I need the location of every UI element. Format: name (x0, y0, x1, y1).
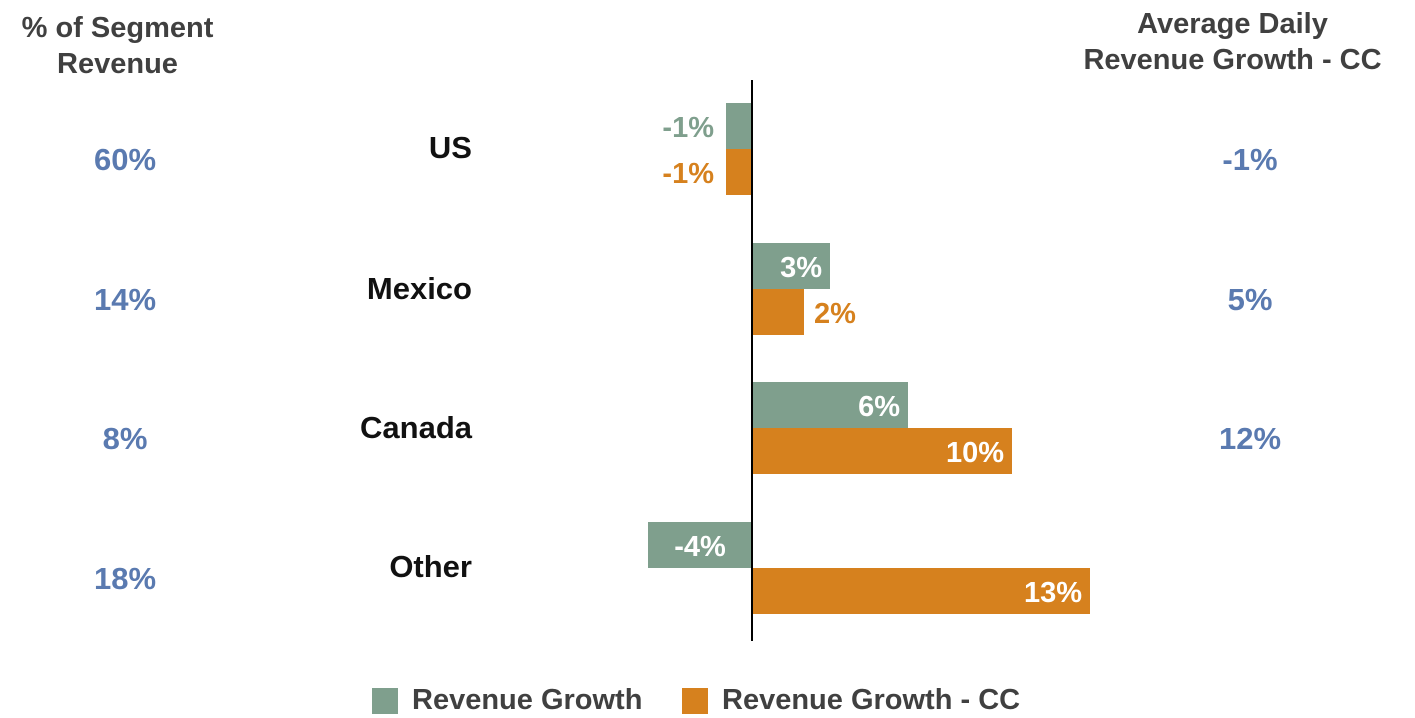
region-label-us: US (428, 130, 472, 165)
legend-item-revenue-growth-cc: Revenue Growth - CC (682, 684, 1020, 717)
avg-daily-revenue-growth-header: Average Daily Revenue Growth - CC (1083, 8, 1382, 76)
bar-revenue-growth-us (726, 103, 752, 149)
data-label-revenue-growth-mexico: 3% (780, 252, 822, 284)
segment-revenue-header: % of Segment Revenue (21, 12, 214, 80)
segment-share-other: 18% (93, 561, 157, 596)
legend-swatch-revenue-growth-cc (682, 687, 708, 714)
bar-revenue-growth-mexico (752, 243, 830, 289)
adr-growth-mexico: 5% (1227, 282, 1273, 317)
legend-swatch-revenue-growth (372, 687, 398, 714)
revenue-growth-bar-chart: -1% 3% 6% -4% -1% 2% 10% 13% (648, 80, 1090, 641)
adr-growth-us: -1% (1222, 142, 1278, 177)
region-label-other: Other (389, 549, 472, 584)
chart-legend: Revenue Growth Revenue Growth - CC (0, 680, 1415, 718)
bar-revenue-growth-cc-canada (752, 428, 1012, 474)
data-label-revenue-growth-canada: 6% (858, 391, 900, 423)
region-label-mexico: Mexico (366, 271, 472, 306)
data-label-revenue-growth-other: -4% (674, 531, 726, 563)
legend-label-revenue-growth: Revenue Growth (412, 684, 643, 716)
segment-share-us: 60% (93, 142, 157, 177)
adr-growth-canada: 12% (1218, 421, 1282, 456)
bar-revenue-growth-cc-mexico (752, 289, 804, 335)
legend-label-revenue-growth-cc: Revenue Growth - CC (722, 684, 1021, 716)
bar-revenue-growth-cc-other (752, 568, 1090, 614)
bar-revenue-growth-cc-us (726, 149, 752, 195)
data-label-revenue-growth-cc-other: 13% (1024, 577, 1082, 609)
bar-revenue-growth-other (648, 522, 752, 568)
data-label-revenue-growth-cc-us: -1% (662, 158, 714, 190)
segment-share-mexico: 14% (93, 282, 157, 317)
region-label-canada: Canada (360, 410, 472, 445)
data-label-revenue-growth-cc-canada: 10% (946, 437, 1004, 469)
legend-item-revenue-growth: Revenue Growth (372, 684, 642, 717)
bar-revenue-growth-canada (752, 382, 908, 428)
data-label-revenue-growth-cc-mexico: 2% (814, 298, 856, 330)
segment-share-canada: 8% (102, 421, 148, 456)
data-label-revenue-growth-us: -1% (662, 112, 714, 144)
